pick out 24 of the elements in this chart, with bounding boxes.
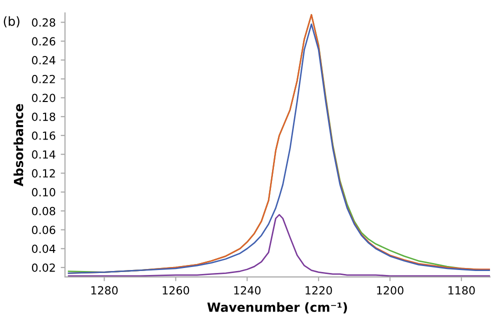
x-tick-label: 1280 (91, 286, 118, 295)
y-tick-label: 0.04 (32, 244, 56, 254)
x-tick-label: 1200 (377, 286, 404, 295)
x-tick-label: 1260 (162, 286, 190, 295)
y-tick-label: 0.12 (32, 169, 55, 178)
line-series (68, 214, 490, 277)
y-tick-label: 0.26 (32, 37, 56, 46)
y-tick-label: 0.14 (32, 150, 56, 159)
x-tick-label: 1220 (306, 286, 332, 295)
y-tick-label: 0.20 (32, 94, 56, 102)
y-tick-label: 0.18 (32, 112, 56, 121)
x-tick-label: 1180 (448, 286, 475, 295)
x-tick-label: 1240 (234, 286, 261, 295)
x-axis-title: Wavenumber (cm⁻¹) (207, 302, 347, 314)
y-tick-label: 0.28 (32, 18, 56, 27)
y-tick-label: 0.08 (32, 206, 56, 216)
y-tick-label: 0.24 (32, 56, 56, 64)
y-tick-label: 0.10 (32, 188, 56, 196)
y-axis-title: Absorbance (14, 104, 24, 186)
y-tick-label: 0.16 (32, 131, 56, 140)
text: (b) (4, 16, 20, 28)
y-tick-label: 0.06 (32, 226, 56, 234)
y-tick-label: 0.22 (32, 74, 55, 84)
y-tick-label: 0.02 (32, 263, 55, 272)
